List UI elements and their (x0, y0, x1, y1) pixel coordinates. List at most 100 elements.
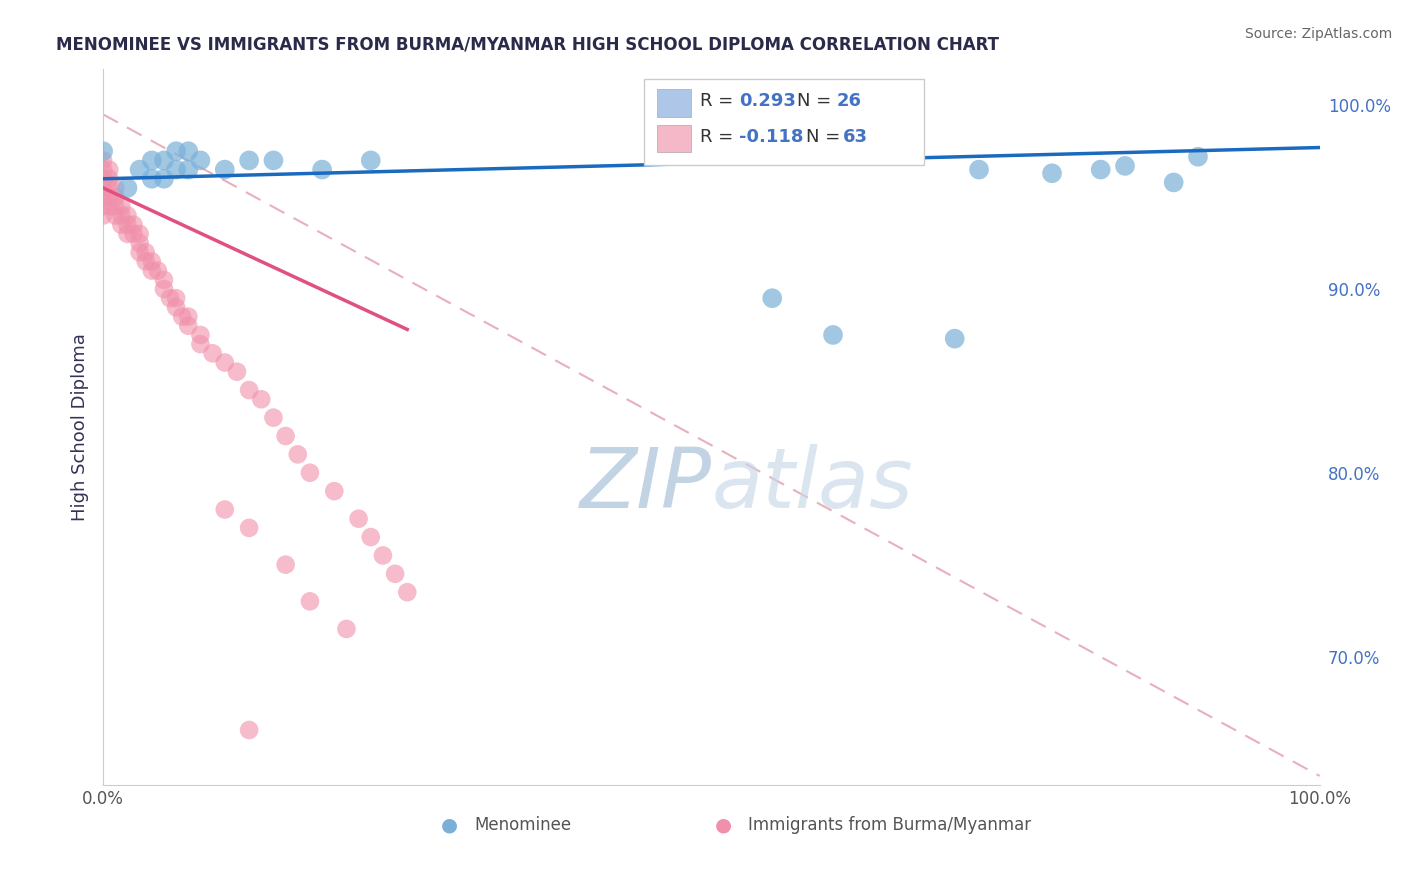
Point (91, 181, 114, 195)
Point (360, 153, 382, 168)
Point (141, 254, 163, 268)
FancyBboxPatch shape (657, 89, 690, 117)
Point (190, 337, 212, 351)
Point (153, 282, 176, 296)
Point (384, 566, 406, 581)
Point (141, 263, 163, 277)
Point (214, 162, 236, 177)
Point (201, 346, 224, 360)
Point (1163, 176, 1185, 190)
Point (141, 153, 163, 168)
Text: ZIP: ZIP (579, 443, 711, 524)
Text: MENOMINEE VS IMMIGRANTS FROM BURMA/MYANMAR HIGH SCHOOL DIPLOMA CORRELATION CHART: MENOMINEE VS IMMIGRANTS FROM BURMA/MYANM… (56, 36, 1000, 54)
FancyBboxPatch shape (644, 79, 924, 165)
Point (153, 153, 176, 168)
Point (347, 511, 370, 525)
Point (214, 502, 236, 516)
Point (135, 254, 157, 268)
Point (98, 190, 121, 204)
Point (117, 209, 139, 223)
Point (371, 549, 394, 563)
Point (172, 310, 194, 324)
Point (104, 209, 127, 223)
Point (274, 558, 297, 572)
Point (214, 355, 236, 369)
Point (117, 227, 139, 241)
Text: R =: R = (700, 92, 740, 110)
Point (141, 171, 163, 186)
Point (159, 291, 181, 305)
Point (967, 162, 990, 177)
Point (135, 245, 157, 260)
Point (238, 153, 260, 168)
Point (128, 236, 150, 251)
Point (360, 530, 382, 544)
Point (91, 145, 114, 159)
Point (190, 328, 212, 343)
Point (396, 585, 419, 599)
Text: 0.293: 0.293 (740, 92, 796, 110)
Point (104, 190, 127, 204)
Point (165, 145, 187, 159)
Point (110, 209, 132, 223)
Point (98, 162, 121, 177)
Point (153, 273, 176, 287)
Point (323, 484, 346, 499)
Point (165, 291, 187, 305)
Text: ●: ● (716, 815, 733, 834)
Point (177, 162, 200, 177)
Point (226, 365, 249, 379)
Point (98, 181, 121, 195)
Point (165, 301, 187, 315)
Point (146, 263, 169, 277)
Point (91, 162, 114, 177)
Point (91, 190, 114, 204)
Point (128, 227, 150, 241)
Point (190, 153, 212, 168)
Y-axis label: High School Diploma: High School Diploma (72, 333, 89, 521)
Point (335, 622, 357, 636)
Point (821, 328, 844, 343)
Point (122, 218, 145, 232)
Point (91, 199, 114, 213)
Point (262, 410, 284, 425)
Text: ●: ● (441, 815, 458, 834)
Point (165, 162, 187, 177)
Point (943, 332, 966, 346)
Text: 26: 26 (837, 92, 862, 110)
Point (98, 171, 121, 186)
Point (177, 318, 200, 333)
Text: 63: 63 (842, 128, 868, 145)
Point (262, 153, 284, 168)
Point (117, 218, 139, 232)
Point (311, 162, 333, 177)
Point (110, 199, 132, 213)
Point (1040, 166, 1063, 180)
Point (177, 310, 200, 324)
Point (1187, 150, 1209, 164)
Text: -0.118: -0.118 (740, 128, 804, 145)
Point (110, 218, 132, 232)
Point (1090, 162, 1112, 177)
Point (91, 171, 114, 186)
Point (238, 723, 260, 737)
Text: Source: ZipAtlas.com: Source: ZipAtlas.com (1244, 27, 1392, 41)
Point (98, 199, 121, 213)
Point (274, 429, 297, 443)
Point (91, 153, 114, 168)
Point (104, 199, 127, 213)
Text: Immigrants from Burma/Myanmar: Immigrants from Burma/Myanmar (748, 815, 1031, 833)
Point (238, 521, 260, 535)
Point (287, 447, 309, 461)
Point (128, 245, 150, 260)
Point (117, 181, 139, 195)
Point (250, 392, 273, 407)
Point (153, 171, 176, 186)
Text: N =: N = (797, 92, 837, 110)
Point (1114, 159, 1136, 173)
Text: N =: N = (806, 128, 846, 145)
Point (177, 145, 200, 159)
FancyBboxPatch shape (657, 125, 690, 153)
Text: atlas: atlas (711, 443, 912, 524)
Point (761, 291, 783, 305)
